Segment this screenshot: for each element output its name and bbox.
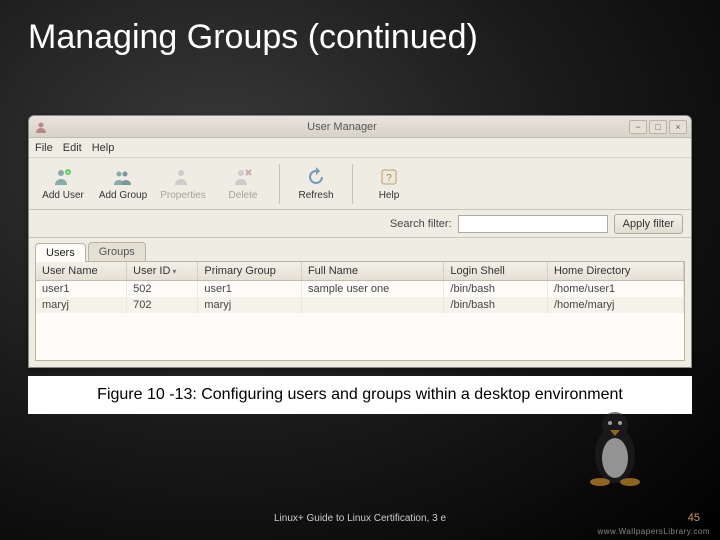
properties-icon	[172, 166, 194, 188]
minimize-button[interactable]: −	[629, 120, 647, 134]
menu-edit[interactable]: Edit	[63, 142, 82, 154]
col-home-dir[interactable]: Home Directory	[547, 262, 683, 281]
filterbar: Search filter: Apply filter	[29, 210, 691, 238]
cell-home-dir: /home/maryj	[547, 297, 683, 313]
window-titlebar: User Manager − □ ×	[29, 116, 691, 138]
svg-text:+: +	[67, 170, 70, 176]
properties-label: Properties	[160, 190, 206, 201]
cell-login-shell: /bin/bash	[444, 297, 548, 313]
sort-indicator-icon: ▾	[172, 267, 176, 276]
cell-login-shell: /bin/bash	[444, 281, 548, 298]
cell-home-dir: /home/user1	[547, 281, 683, 298]
menubar: File Edit Help	[29, 138, 691, 158]
tab-groups[interactable]: Groups	[88, 242, 146, 261]
add-user-button[interactable]: + Add User	[35, 160, 91, 208]
help-icon: ?	[378, 166, 400, 188]
refresh-button[interactable]: Refresh	[288, 160, 344, 208]
col-user-id[interactable]: User ID▾	[127, 262, 198, 281]
cell-user-name: maryj	[36, 297, 127, 313]
table-row[interactable]: maryj 702 maryj /bin/bash /home/maryj	[36, 297, 684, 313]
cell-user-id: 502	[127, 281, 198, 298]
page-number: 45	[688, 512, 700, 524]
delete-label: Delete	[229, 190, 258, 201]
refresh-icon	[305, 166, 327, 188]
menu-file[interactable]: File	[35, 142, 53, 154]
help-button[interactable]: ? Help	[361, 160, 417, 208]
tab-users[interactable]: Users	[35, 243, 86, 262]
cell-full-name	[301, 297, 443, 313]
search-filter-label: Search filter:	[390, 218, 452, 230]
menu-help[interactable]: Help	[92, 142, 115, 154]
add-group-label: Add Group	[99, 190, 147, 201]
properties-button[interactable]: Properties	[155, 160, 211, 208]
figure-area: User Manager − □ × File Edit Help + Add …	[28, 115, 692, 368]
watermark: www.WallpapersLibrary.com	[597, 527, 710, 536]
toolbar-separator	[279, 164, 280, 204]
add-user-label: Add User	[42, 190, 84, 201]
slide-title: Managing Groups (continued)	[0, 0, 720, 57]
toolbar: + Add User Add Group Properties	[29, 158, 691, 210]
maximize-button[interactable]: □	[649, 120, 667, 134]
add-user-icon: +	[52, 166, 74, 188]
table-row[interactable]: user1 502 user1 sample user one /bin/bas…	[36, 281, 684, 298]
footer-text: Linux+ Guide to Linux Certification, 3 e	[0, 513, 720, 524]
search-filter-input[interactable]	[458, 215, 608, 233]
cell-user-name: user1	[36, 281, 127, 298]
cell-user-id: 702	[127, 297, 198, 313]
cell-primary-group: maryj	[198, 297, 302, 313]
cell-full-name: sample user one	[301, 281, 443, 298]
user-manager-window: User Manager − □ × File Edit Help + Add …	[28, 115, 692, 368]
app-icon	[33, 119, 49, 135]
apply-filter-button[interactable]: Apply filter	[614, 214, 683, 234]
window-title: User Manager	[55, 121, 629, 133]
col-primary-group[interactable]: Primary Group	[198, 262, 302, 281]
col-user-name[interactable]: User Name	[36, 262, 127, 281]
cell-primary-group: user1	[198, 281, 302, 298]
delete-button[interactable]: Delete	[215, 160, 271, 208]
svg-text:?: ?	[386, 173, 392, 184]
figure-caption: Figure 10 -13: Configuring users and gro…	[28, 376, 692, 414]
toolbar-separator-2	[352, 164, 353, 204]
users-table: User Name User ID▾ Primary Group Full Na…	[36, 262, 684, 313]
col-full-name[interactable]: Full Name	[301, 262, 443, 281]
close-button[interactable]: ×	[669, 120, 687, 134]
window-controls: − □ ×	[629, 120, 687, 134]
users-table-wrap: User Name User ID▾ Primary Group Full Na…	[35, 261, 685, 361]
add-group-icon	[112, 166, 134, 188]
refresh-label: Refresh	[298, 190, 333, 201]
add-group-button[interactable]: Add Group	[95, 160, 151, 208]
delete-icon	[232, 166, 254, 188]
tabstrip: Users Groups	[29, 238, 691, 261]
help-label: Help	[379, 190, 400, 201]
col-login-shell[interactable]: Login Shell	[444, 262, 548, 281]
table-header-row: User Name User ID▾ Primary Group Full Na…	[36, 262, 684, 281]
